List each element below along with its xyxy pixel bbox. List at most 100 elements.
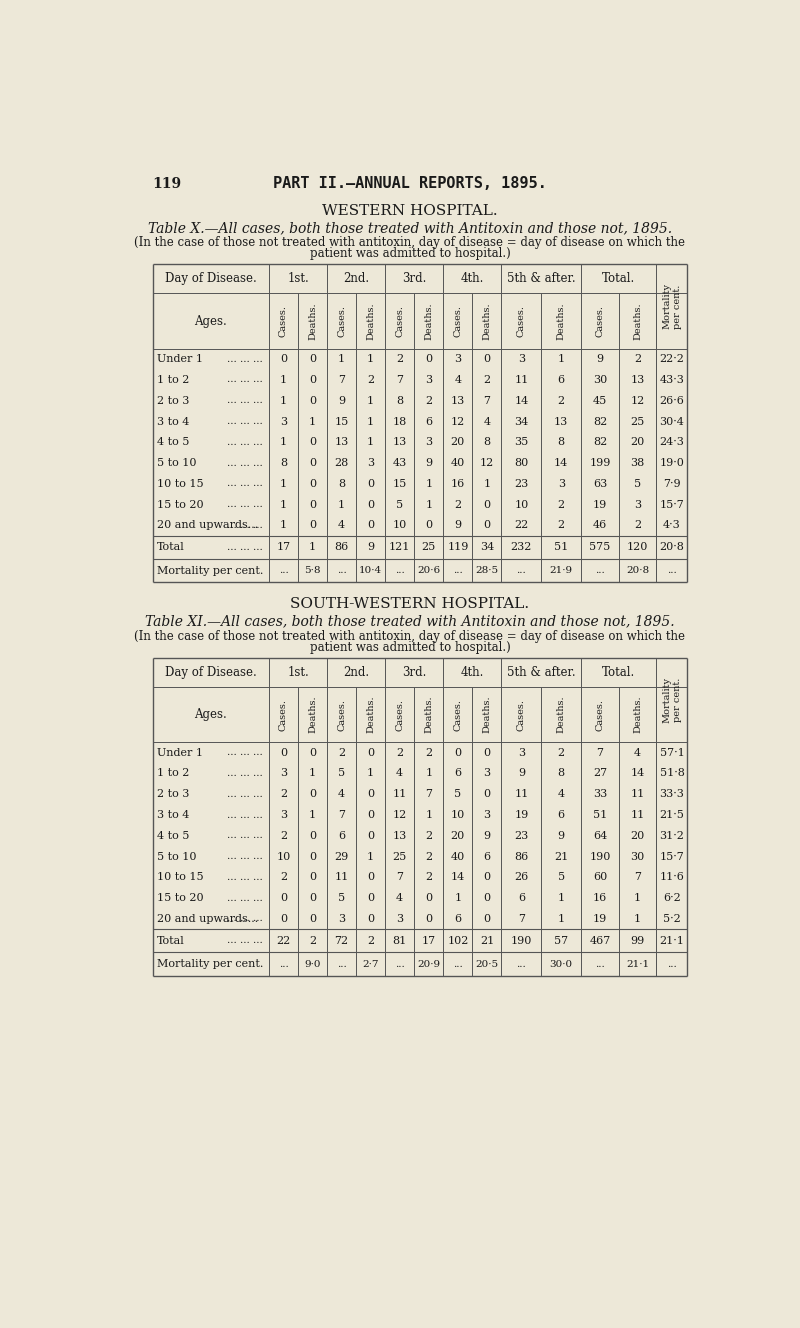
Text: 0: 0: [309, 831, 316, 841]
Text: Deaths.: Deaths.: [424, 696, 434, 733]
Text: 5: 5: [396, 499, 403, 510]
Text: Mortality
per cent.: Mortality per cent.: [662, 283, 682, 329]
Text: 575: 575: [590, 542, 610, 552]
Text: Cases.: Cases.: [337, 305, 346, 337]
Text: 1: 1: [558, 894, 565, 903]
Text: 0: 0: [367, 479, 374, 489]
Text: Cases.: Cases.: [517, 305, 526, 337]
Text: ... ... ...: ... ... ...: [227, 872, 262, 882]
Text: 2: 2: [558, 396, 565, 406]
Text: 0: 0: [309, 374, 316, 385]
Text: 86: 86: [334, 542, 349, 552]
Text: 1: 1: [309, 810, 316, 819]
Text: 7: 7: [396, 872, 403, 882]
Text: ...: ...: [667, 566, 677, 575]
Text: 2 to 3: 2 to 3: [157, 789, 189, 799]
Text: 3: 3: [518, 748, 525, 758]
Text: 25: 25: [422, 542, 436, 552]
Text: ...: ...: [517, 960, 526, 968]
Text: 6: 6: [518, 894, 525, 903]
Text: 19: 19: [593, 499, 607, 510]
Text: 0: 0: [367, 872, 374, 882]
Text: 1: 1: [309, 542, 316, 552]
Text: 9: 9: [483, 831, 490, 841]
Text: Deaths.: Deaths.: [482, 696, 491, 733]
Text: 1: 1: [280, 479, 287, 489]
Text: 2·7: 2·7: [362, 960, 379, 968]
Text: 3: 3: [280, 417, 287, 426]
Text: 0: 0: [280, 914, 287, 924]
Text: 2: 2: [280, 789, 287, 799]
Text: 45: 45: [593, 396, 607, 406]
Text: ... ... ...: ... ... ...: [227, 543, 262, 552]
Text: 4: 4: [454, 374, 462, 385]
Text: Mortality per cent.: Mortality per cent.: [157, 959, 263, 969]
Text: PART II.—ANNUAL REPORTS, 1895.: PART II.—ANNUAL REPORTS, 1895.: [273, 177, 547, 191]
Text: 20: 20: [450, 437, 465, 448]
Text: 0: 0: [280, 748, 287, 758]
Text: 99: 99: [630, 936, 645, 946]
Text: 121: 121: [389, 542, 410, 552]
Text: Under 1: Under 1: [157, 748, 202, 758]
Text: 5 to 10: 5 to 10: [157, 851, 196, 862]
Text: 6: 6: [454, 769, 462, 778]
Text: 120: 120: [627, 542, 648, 552]
Text: 26·6: 26·6: [659, 396, 684, 406]
Text: Cases.: Cases.: [454, 699, 462, 730]
Text: 51·8: 51·8: [659, 769, 684, 778]
Text: 0: 0: [309, 894, 316, 903]
Text: 4·3: 4·3: [663, 521, 681, 530]
Text: 0: 0: [367, 831, 374, 841]
Text: 22: 22: [514, 521, 529, 530]
Text: ... ... ...: ... ... ...: [227, 769, 262, 778]
Text: 1: 1: [367, 355, 374, 364]
Text: Ages.: Ages.: [194, 315, 227, 328]
Text: 38: 38: [630, 458, 645, 469]
Text: 190: 190: [510, 936, 532, 946]
Text: 0: 0: [483, 894, 490, 903]
Text: ... ... ...: ... ... ...: [227, 438, 262, 446]
Text: 20: 20: [630, 437, 645, 448]
Text: 60: 60: [593, 872, 607, 882]
Text: 46: 46: [593, 521, 607, 530]
Text: 1: 1: [309, 769, 316, 778]
Text: Deaths.: Deaths.: [557, 303, 566, 340]
Text: Cases.: Cases.: [279, 699, 288, 730]
Text: ... ... ...: ... ... ...: [227, 396, 262, 405]
Text: Deaths.: Deaths.: [366, 303, 375, 340]
Text: 0: 0: [483, 914, 490, 924]
Text: 102: 102: [447, 936, 469, 946]
Text: 19: 19: [593, 914, 607, 924]
Text: SOUTH-WESTERN HOSPITAL.: SOUTH-WESTERN HOSPITAL.: [290, 598, 530, 611]
Text: 4th.: 4th.: [461, 665, 484, 679]
Text: 1: 1: [426, 810, 432, 819]
Text: Deaths.: Deaths.: [482, 303, 491, 340]
Text: 11: 11: [514, 374, 529, 385]
Text: 40: 40: [450, 851, 465, 862]
Text: 9·0: 9·0: [304, 960, 321, 968]
Text: 12: 12: [450, 417, 465, 426]
Text: 4: 4: [338, 521, 345, 530]
Text: Deaths.: Deaths.: [308, 303, 317, 340]
Text: 20·5: 20·5: [475, 960, 498, 968]
Text: 72: 72: [334, 936, 349, 946]
Text: 15 to 20: 15 to 20: [157, 894, 203, 903]
Text: 43: 43: [393, 458, 407, 469]
Text: 20·8: 20·8: [626, 566, 649, 575]
Text: Deaths.: Deaths.: [308, 696, 317, 733]
Text: 16: 16: [593, 894, 607, 903]
Text: 2nd.: 2nd.: [343, 272, 370, 286]
Text: 33·3: 33·3: [659, 789, 684, 799]
Text: 13: 13: [334, 437, 349, 448]
Text: 28: 28: [334, 458, 349, 469]
Text: 0: 0: [309, 437, 316, 448]
Text: 35: 35: [514, 437, 529, 448]
Text: 0: 0: [426, 894, 432, 903]
Text: WESTERN HOSPITAL.: WESTERN HOSPITAL.: [322, 205, 498, 218]
Text: 21·5: 21·5: [659, 810, 684, 819]
Text: 5 to 10: 5 to 10: [157, 458, 196, 469]
Text: 10: 10: [514, 499, 529, 510]
Text: 4: 4: [396, 894, 403, 903]
Text: 15: 15: [334, 417, 349, 426]
Text: ... ... ...: ... ... ...: [227, 915, 262, 923]
